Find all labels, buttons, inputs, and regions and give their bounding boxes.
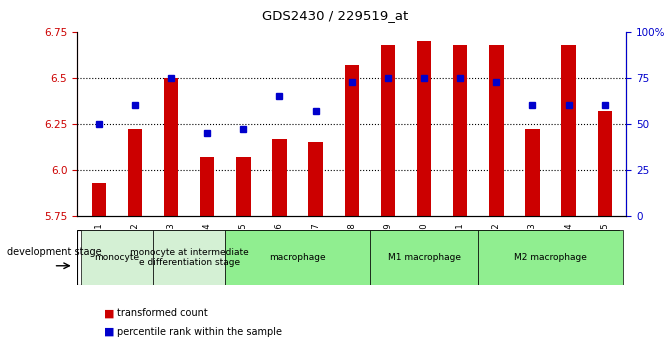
- Text: M1 macrophage: M1 macrophage: [387, 253, 460, 262]
- Text: macrophage: macrophage: [269, 253, 326, 262]
- Bar: [153, 230, 225, 285]
- Bar: [489, 45, 504, 216]
- Bar: [236, 157, 251, 216]
- Bar: [370, 230, 478, 285]
- Bar: [80, 230, 153, 285]
- Bar: [92, 183, 106, 216]
- Bar: [225, 230, 370, 285]
- Bar: [344, 65, 359, 216]
- Bar: [561, 45, 576, 216]
- Bar: [308, 142, 323, 216]
- Text: ■: ■: [104, 327, 115, 337]
- Text: GDS2430 / 229519_at: GDS2430 / 229519_at: [262, 9, 408, 22]
- Bar: [272, 139, 287, 216]
- Bar: [417, 41, 431, 216]
- Text: monocyte at intermediate
e differentiation stage: monocyte at intermediate e differentiati…: [130, 248, 249, 267]
- Bar: [598, 111, 612, 216]
- Text: development stage: development stage: [7, 247, 101, 257]
- Bar: [128, 130, 142, 216]
- Bar: [453, 45, 468, 216]
- Text: M2 macrophage: M2 macrophage: [514, 253, 587, 262]
- Bar: [381, 45, 395, 216]
- Bar: [478, 230, 623, 285]
- Bar: [163, 78, 178, 216]
- Bar: [200, 157, 214, 216]
- Text: monocyte: monocyte: [94, 253, 139, 262]
- Text: percentile rank within the sample: percentile rank within the sample: [117, 327, 282, 337]
- Text: ■: ■: [104, 308, 115, 318]
- Bar: [525, 130, 540, 216]
- Text: transformed count: transformed count: [117, 308, 208, 318]
